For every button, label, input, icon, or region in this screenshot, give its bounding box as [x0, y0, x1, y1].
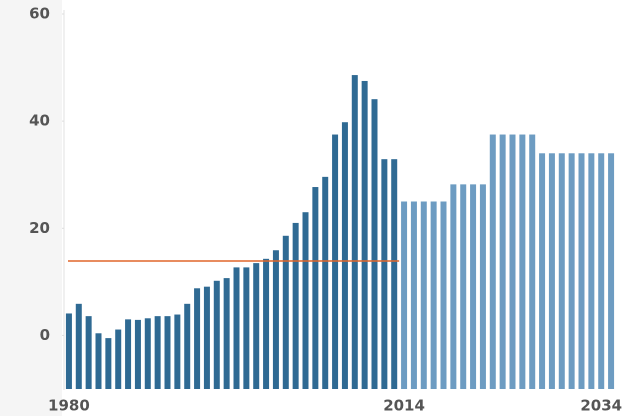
bar: [608, 153, 615, 389]
y-tick-label: 0: [40, 326, 50, 344]
bar: [95, 333, 102, 389]
bar: [460, 184, 467, 389]
bar: [85, 316, 92, 389]
bar: [470, 184, 477, 389]
bar: [391, 159, 398, 389]
bar: [65, 313, 72, 389]
bar: [332, 134, 339, 389]
bar: [450, 184, 457, 389]
bar: [558, 153, 565, 389]
bar: [223, 278, 230, 389]
bar: [312, 187, 319, 389]
bar: [588, 153, 595, 389]
bar: [213, 280, 220, 389]
bar: [401, 201, 408, 389]
bar: [272, 250, 279, 389]
bar: [539, 153, 546, 389]
bar: [440, 201, 447, 389]
y-tick-label: 60: [29, 5, 50, 23]
bar: [263, 258, 270, 389]
bar: [144, 318, 151, 389]
bar: [548, 153, 555, 389]
bar: [282, 235, 289, 389]
bar: [134, 319, 141, 389]
bar: [243, 267, 250, 389]
bar: [371, 99, 378, 389]
bar: [105, 338, 112, 389]
bar: [420, 201, 427, 389]
bar: [351, 75, 358, 390]
bar: [598, 153, 605, 389]
bar: [253, 263, 260, 389]
bar: [174, 314, 181, 389]
bar: [164, 316, 171, 389]
bar: [115, 329, 122, 389]
y-tick-label: 20: [29, 219, 50, 237]
bar: [75, 303, 82, 389]
bar: [322, 176, 329, 389]
x-tick-label: 2034: [580, 397, 622, 415]
bar: [302, 212, 309, 389]
bar: [578, 153, 585, 389]
y-tick-label: 40: [29, 112, 50, 130]
bar: [519, 134, 526, 389]
bar: [341, 122, 348, 389]
bar: [381, 159, 388, 389]
bar: [194, 288, 201, 389]
bar: [184, 303, 191, 389]
bar: [361, 80, 368, 389]
bar: [479, 184, 486, 389]
bar: [430, 201, 437, 389]
bar: [568, 153, 575, 389]
axis-band: [0, 0, 62, 416]
bar: [154, 316, 161, 389]
bar: [410, 201, 417, 389]
x-tick-label: 1980: [48, 397, 90, 415]
bar: [509, 134, 516, 389]
bar: [529, 134, 536, 389]
bar: [499, 134, 506, 389]
x-tick-label: 2014: [383, 397, 425, 415]
bar: [125, 319, 132, 389]
bar: [292, 222, 299, 389]
bar: [489, 134, 496, 389]
bar: [233, 267, 240, 389]
bar: [203, 286, 210, 389]
